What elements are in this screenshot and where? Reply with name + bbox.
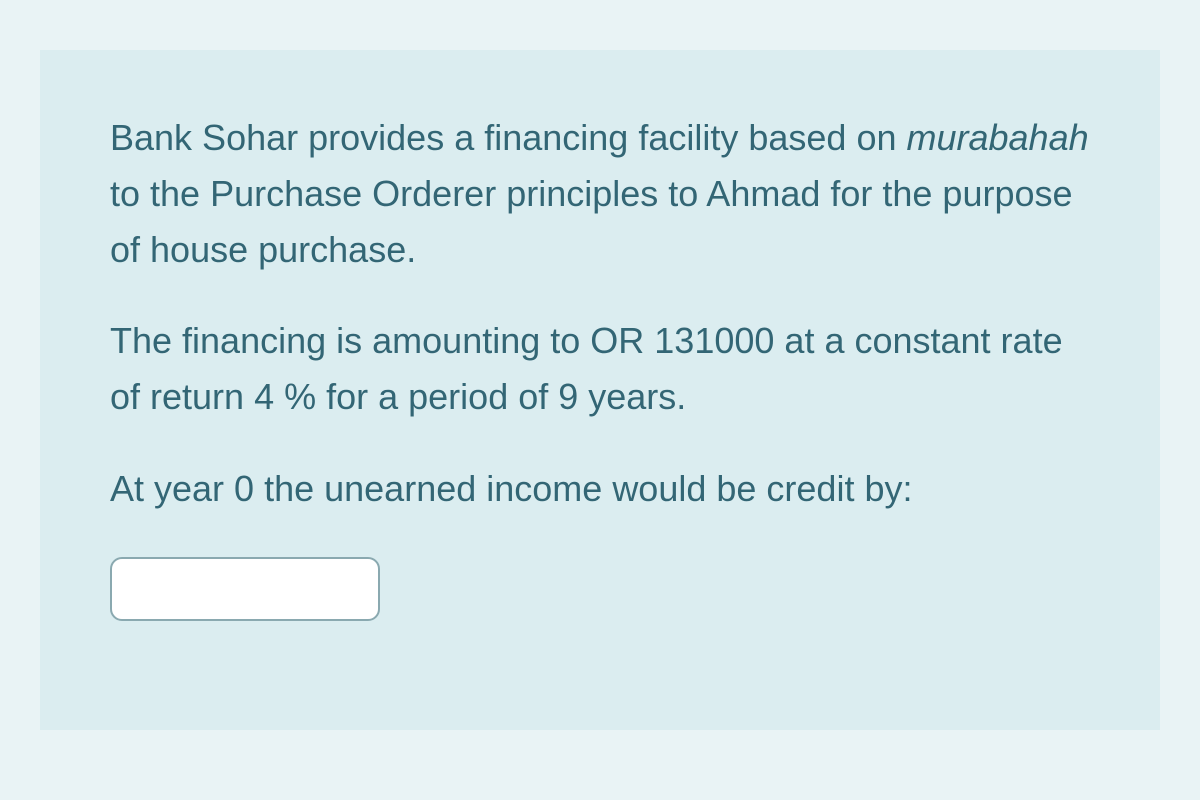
answer-input[interactable] xyxy=(110,557,380,621)
question-paragraph-2: The financing is amounting to OR 131000 … xyxy=(110,313,1090,425)
p1-text-part2: to the Purchase Orderer principles to Ah… xyxy=(110,173,1073,270)
p1-italic-term: murabahah xyxy=(906,117,1088,158)
p1-text-part1: Bank Sohar provides a financing facility… xyxy=(110,117,906,158)
question-paragraph-1: Bank Sohar provides a financing facility… xyxy=(110,110,1090,277)
question-card: Bank Sohar provides a financing facility… xyxy=(40,50,1160,730)
page-container: Bank Sohar provides a financing facility… xyxy=(0,0,1200,800)
question-paragraph-3: At year 0 the unearned income would be c… xyxy=(110,461,1090,517)
